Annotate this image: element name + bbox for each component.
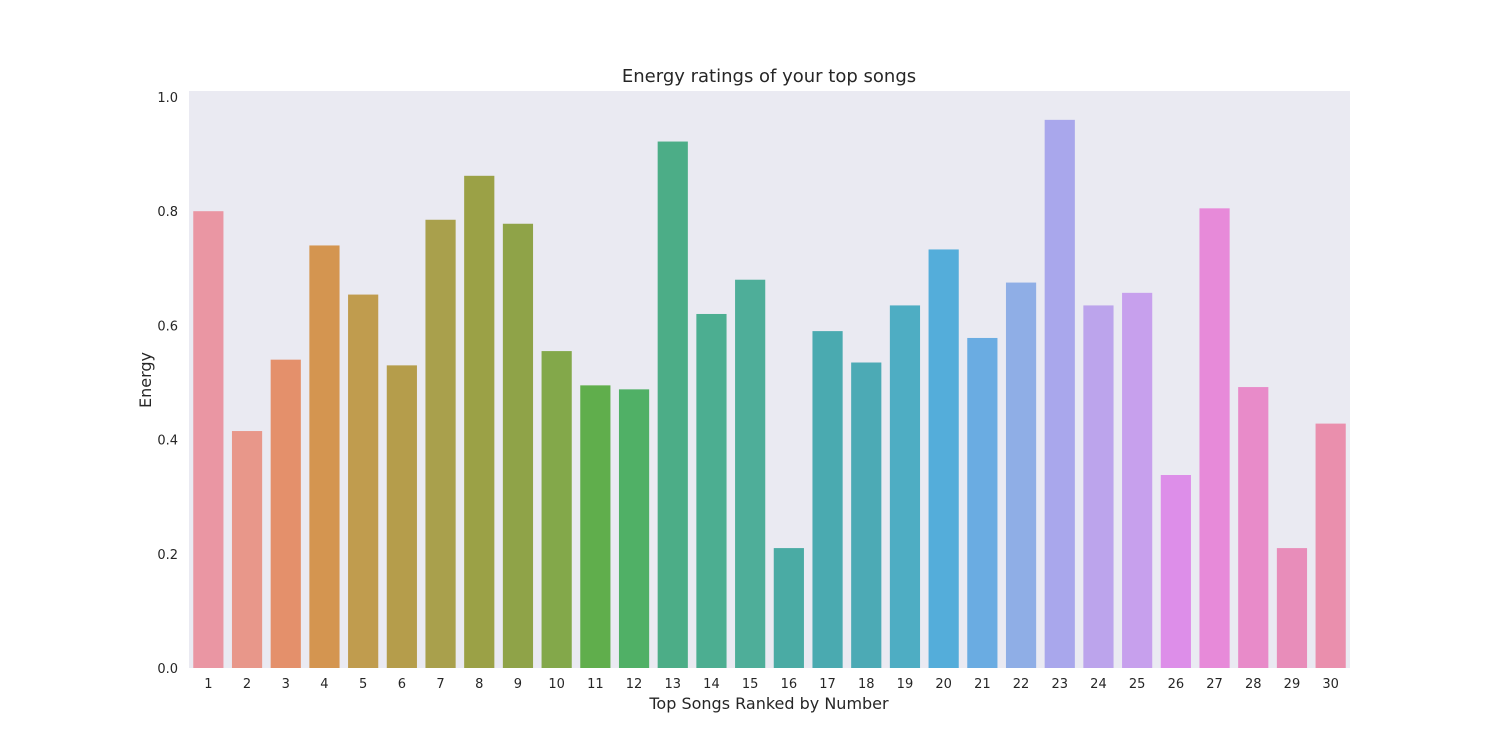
bar-21 [967,337,998,668]
y-ticks-group: 0.0 0.2 0.4 0.6 0.8 1.0 [157,91,178,677]
bar-5 [348,294,379,668]
x-tick-label: 29 [1284,677,1301,692]
x-axis-label: Top Songs Ranked by Number [648,694,889,713]
bar-26 [1160,475,1191,668]
x-tick-label: 10 [548,677,565,692]
bar-12 [618,389,650,668]
bar-13 [657,141,688,669]
bar-4 [309,245,340,668]
y-tick-label: 0.4 [157,434,178,449]
bar-28 [1238,387,1269,668]
x-tick-label: 13 [664,677,681,692]
bar-16 [773,548,804,668]
x-ticks-group: 1 2 3 4 5 6 7 8 9 10 11 12 13 14 15 16 17 18 19 20 21 22 23 24 2… [204,677,1339,692]
x-tick-label: 17 [819,677,836,692]
bar-6 [386,365,417,668]
bars-group [193,119,1346,669]
x-tick-label: 19 [897,677,914,692]
bar-8 [464,175,495,669]
bar-3 [270,359,301,668]
x-tick-label: 7 [436,677,444,692]
x-tick-label: 27 [1206,677,1223,692]
x-tick-label: 25 [1129,677,1146,692]
x-tick-label: 16 [781,677,798,692]
bar-14 [696,313,727,668]
x-tick-label: 21 [974,677,991,692]
bar-25 [1122,292,1153,668]
chart-title: Energy ratings of your top songs [622,66,916,87]
bar-2 [231,431,263,668]
bar-30 [1315,423,1346,668]
bar-11 [580,385,611,668]
x-tick-label: 20 [935,677,952,692]
bar-15 [735,279,766,668]
x-tick-label: 4 [320,677,328,692]
y-tick-label: 1.0 [157,91,178,106]
bar-20 [928,249,959,668]
x-tick-label: 15 [742,677,759,692]
x-tick-label: 22 [1013,677,1030,692]
x-tick-label: 14 [703,677,720,692]
x-tick-label: 1 [204,677,212,692]
x-tick-label: 23 [1051,677,1068,692]
x-tick-label: 2 [243,677,251,692]
x-tick-label: 26 [1168,677,1185,692]
x-tick-label: 28 [1245,677,1262,692]
bar-10 [541,351,572,668]
x-tick-label: 5 [359,677,367,692]
y-tick-label: 0.0 [157,662,178,677]
bar-1 [193,211,224,668]
bar-22 [1005,282,1037,668]
bar-7 [425,219,456,668]
bar-27 [1199,208,1230,668]
x-tick-label: 30 [1322,677,1339,692]
bar-9 [502,223,534,668]
x-tick-label: 24 [1090,677,1107,692]
plot-area [189,91,1350,668]
bar-23 [1044,119,1075,669]
y-axis-label: Energy [136,352,155,408]
bar-17 [812,331,843,668]
x-tick-label: 12 [626,677,643,692]
bar-19 [889,305,921,668]
x-tick-label: 11 [587,677,604,692]
bar-29 [1276,548,1308,668]
x-tick-label: 8 [475,677,483,692]
y-tick-label: 0.2 [157,548,178,563]
y-tick-label: 0.6 [157,319,178,334]
bar-24 [1083,305,1114,668]
x-tick-label: 6 [398,677,406,692]
y-tick-label: 0.8 [157,205,178,220]
x-tick-label: 18 [858,677,875,692]
bar-18 [851,362,882,668]
x-tick-label: 3 [282,677,290,692]
x-tick-label: 9 [514,677,522,692]
